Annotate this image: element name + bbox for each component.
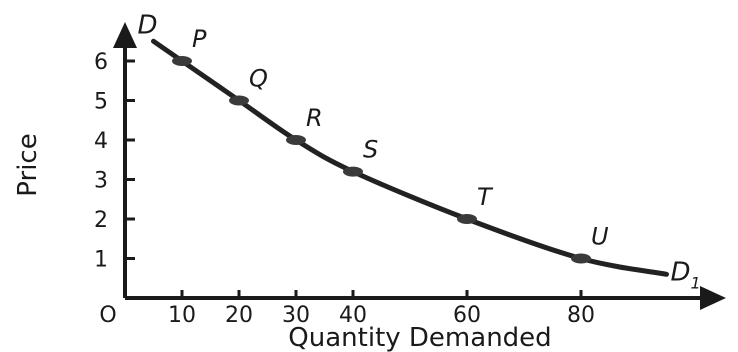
y-tick-label: 6 bbox=[94, 50, 108, 75]
point-label-t: T bbox=[477, 183, 494, 211]
x-tick-label: 10 bbox=[168, 303, 196, 328]
y-tick-label: 4 bbox=[94, 129, 108, 154]
origin-label: O bbox=[99, 303, 116, 328]
y-axis-arrow bbox=[113, 22, 137, 48]
x-axis-arrow bbox=[700, 286, 726, 310]
point-q bbox=[229, 95, 249, 106]
points bbox=[172, 56, 591, 264]
curve-end-label-main: D bbox=[671, 257, 691, 287]
x-tick-label: 60 bbox=[453, 303, 481, 328]
y-tick-label: 3 bbox=[94, 169, 108, 194]
curve-end-label: D1 bbox=[671, 257, 701, 292]
point-u bbox=[571, 253, 591, 264]
y-tick-label: 1 bbox=[94, 248, 108, 273]
x-tick-label: 40 bbox=[339, 303, 367, 328]
point-label-u: U bbox=[591, 223, 609, 251]
y-tick-label: 5 bbox=[94, 90, 108, 115]
x-tick-label: 30 bbox=[282, 303, 310, 328]
x-tick-label: 20 bbox=[225, 303, 253, 328]
x-axis-title: Quantity Demanded bbox=[288, 323, 551, 352]
curve-end-label-subscript: 1 bbox=[691, 273, 701, 292]
point-label-r: R bbox=[306, 104, 323, 132]
y-tick-label: 2 bbox=[94, 208, 108, 233]
tick-labels: 10 20 30 40 60 80 1 2 3 4 5 6 bbox=[94, 50, 595, 328]
ticks bbox=[123, 59, 583, 300]
point-label-p: P bbox=[192, 25, 207, 53]
point-t bbox=[457, 214, 477, 224]
demand-curve bbox=[151, 38, 669, 277]
point-r bbox=[286, 135, 306, 145]
point-p bbox=[172, 56, 192, 66]
y-axis-title: Price bbox=[13, 133, 43, 196]
x-tick-label: 80 bbox=[567, 303, 595, 328]
point-label-q: Q bbox=[249, 65, 268, 93]
curve-start-label: D bbox=[137, 10, 157, 40]
point-label-s: S bbox=[363, 136, 378, 164]
point-s bbox=[343, 166, 363, 177]
point-labels: P Q R S T U bbox=[192, 25, 609, 251]
axes bbox=[113, 22, 726, 310]
